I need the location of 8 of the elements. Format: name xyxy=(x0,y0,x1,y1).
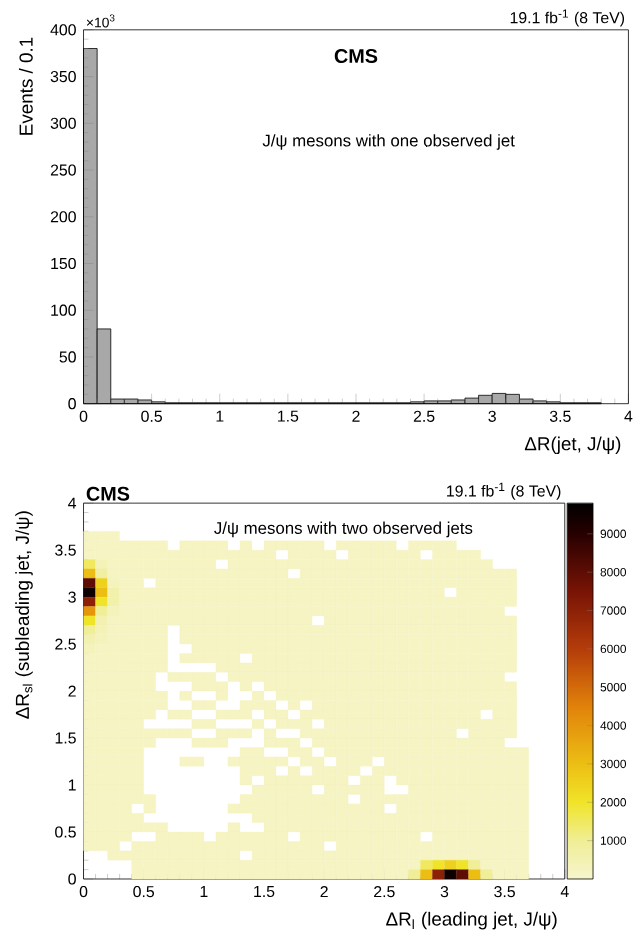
chart-title: CMS xyxy=(86,486,130,501)
annotation: J/ψ mesons with one observed jet xyxy=(262,134,515,150)
x-axis-title: ΔR$_{l}$ (leading jet, J/ψ) xyxy=(386,911,557,930)
y-axis-title: ΔR$_{sl}$ (subleading jet, J/ψ) xyxy=(15,511,33,719)
x-axis-title: ΔR(jet, J/ψ) xyxy=(524,436,621,455)
annotation: J/ψ mesons with two observed jets xyxy=(213,521,473,538)
y-axis-title: Events / 0.1 xyxy=(18,37,33,135)
text: CMS xyxy=(334,48,378,63)
